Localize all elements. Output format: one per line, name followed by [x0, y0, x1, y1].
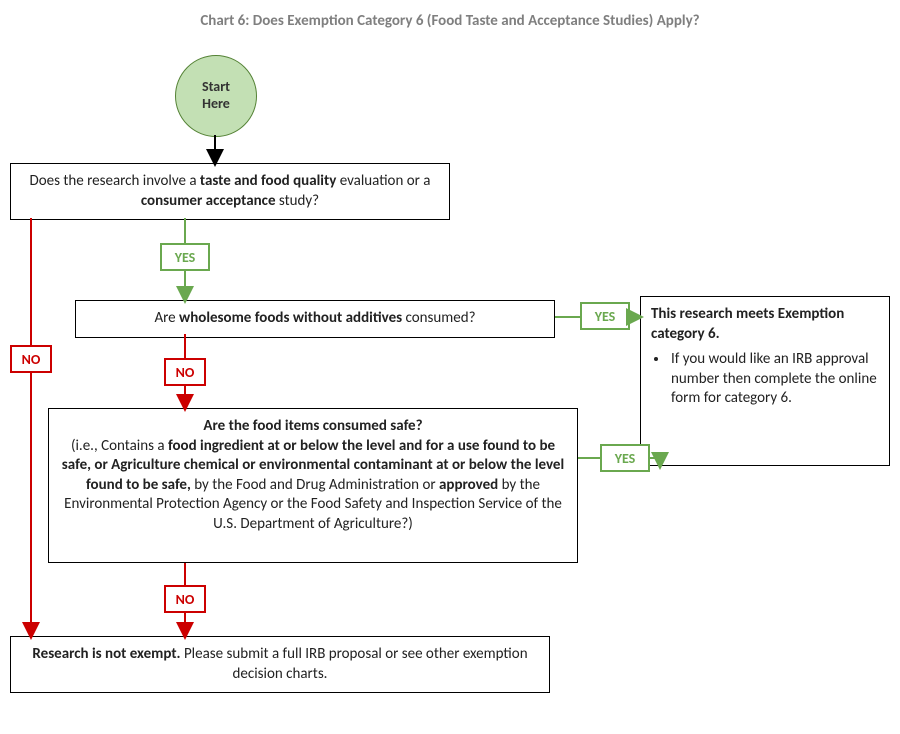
chart-title: Chart 6: Does Exemption Category 6 (Food…: [0, 12, 900, 30]
q3-yes-label: YES: [600, 444, 650, 472]
question-2-box: Are wholesome foods without additives co…: [75, 300, 555, 338]
question-3-box: Are the food items consumed safe?(i.e., …: [48, 408, 578, 563]
not-exempt-result-box: Research is not exempt. Please submit a …: [10, 636, 550, 693]
exempt-bullet-list: If you would like an IRB approval number…: [669, 350, 879, 409]
q2-yes-label: YES: [580, 302, 630, 330]
exempt-heading: This research meets Exemption category 6…: [651, 305, 879, 344]
start-label-2: Here: [202, 95, 230, 112]
flowchart-canvas: Chart 6: Does Exemption Category 6 (Food…: [0, 0, 900, 734]
exempt-result-box: This research meets Exemption category 6…: [640, 296, 890, 466]
start-label-1: Start: [202, 78, 230, 95]
question-1-box: Does the research involve a taste and fo…: [10, 163, 450, 220]
exempt-bullet: If you would like an IRB approval number…: [669, 350, 879, 409]
q1-no-label: NO: [10, 345, 52, 373]
start-node: Start Here: [175, 55, 257, 137]
q1-yes-label: YES: [160, 243, 210, 271]
q2-no-label: NO: [164, 358, 206, 386]
q3-no-label: NO: [164, 585, 206, 613]
